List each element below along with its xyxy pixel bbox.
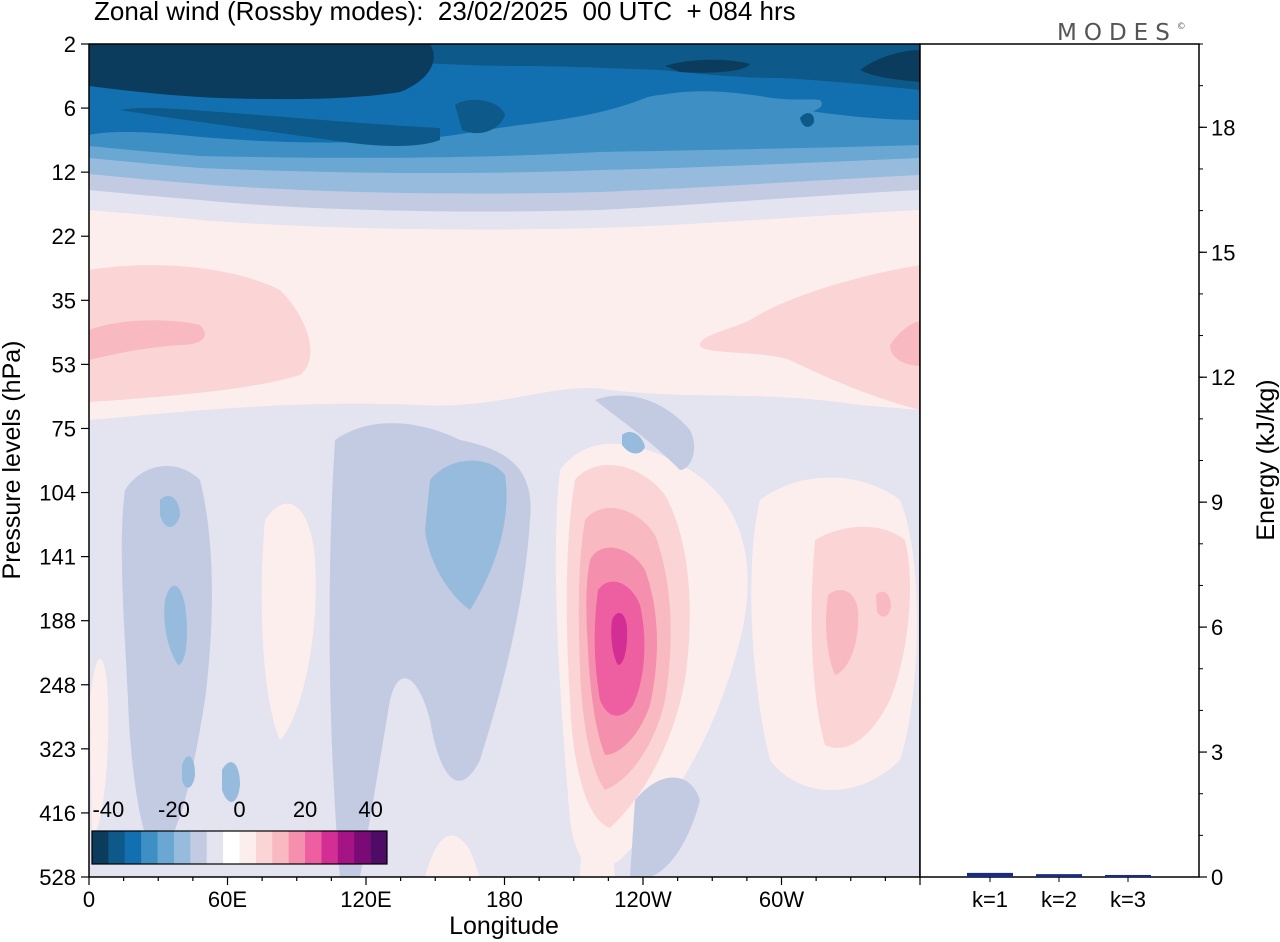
- region-westerly-band: [700, 265, 920, 410]
- region-westerly-core: [826, 590, 859, 675]
- energy-tick-label: 9: [1211, 490, 1223, 515]
- y-tick-label: 2: [64, 32, 76, 57]
- colorbar-swatch: [157, 831, 175, 864]
- core-easterly-35: [800, 113, 815, 127]
- energy-panel-frame: [919, 43, 1200, 878]
- energy-category-label: k=3: [1110, 887, 1146, 912]
- contour-field: [89, 44, 920, 877]
- core-easterly-40: [89, 44, 434, 100]
- region-easterly: [595, 395, 695, 470]
- energy-tick-label: 18: [1211, 115, 1235, 140]
- x-tick-label: 60W: [759, 887, 804, 912]
- colorbar-swatch: [255, 831, 273, 864]
- y-tick-label: 53: [52, 352, 76, 377]
- region-weak-westerly: [580, 818, 615, 877]
- colorbar-swatch: [305, 831, 322, 864]
- y-tick-label: 323: [39, 737, 76, 762]
- chart-title: Zonal wind (Rossby modes): 23/02/2025 00…: [94, 0, 796, 26]
- energy-category-label: k=2: [1041, 887, 1077, 912]
- region-easterly-core: [160, 495, 180, 528]
- x-tick-label: 120E: [340, 887, 391, 912]
- colorbar-swatch: [92, 831, 109, 864]
- y-tick-label: 188: [39, 609, 76, 634]
- x-axis: 0 60E 120E 180 120W 60W: [83, 877, 921, 912]
- colorbar-label: -40: [92, 797, 124, 822]
- colorbar-swatch: [223, 831, 240, 864]
- colorbar-frame: [91, 830, 388, 865]
- x-tick-label: 120W: [614, 887, 672, 912]
- energy-tick-label: 15: [1211, 240, 1235, 265]
- y-tick-label: 528: [39, 865, 76, 890]
- colorbar-swatch: [108, 831, 126, 864]
- energy-bar: [967, 872, 1013, 877]
- x-tick-label: 0: [83, 887, 95, 912]
- colorbar-swatch: [124, 831, 142, 864]
- region-easterly-core: [164, 585, 188, 665]
- band-easterly-25: [640, 91, 822, 117]
- core-easterly-40: [665, 59, 750, 73]
- energy-axis-label: Energy (kJ/kg): [1252, 379, 1280, 540]
- y-tick-label: 12: [52, 160, 76, 185]
- region-easterly-core: [222, 762, 240, 802]
- colorbar-swatch: [288, 831, 306, 864]
- colorbar-swatch: [370, 831, 388, 864]
- colorbar-swatch: [337, 831, 355, 864]
- y-tick-label: 75: [52, 416, 76, 441]
- region-westerly-core: [876, 591, 891, 617]
- region-westerly-patch: [811, 526, 910, 748]
- region-westerly-core: [89, 320, 205, 360]
- colorbar-swatch: [206, 831, 224, 864]
- x-tick-label: 180: [486, 887, 523, 912]
- energy-tick-label: 6: [1211, 615, 1223, 640]
- y-axis: 2 6 12 22 35 53 75 104 141 188 248 323 416 528: [39, 32, 89, 890]
- energy-tick-label: 3: [1211, 740, 1223, 765]
- region-easterly-core: [425, 460, 507, 610]
- modes-logo: MODES©: [1057, 20, 1186, 46]
- colorbar: -40 -20 0 20 40: [91, 797, 388, 865]
- colorbar-swatch: [239, 831, 257, 864]
- core-easterly-40: [860, 50, 920, 82]
- brand-text: MODES: [1057, 20, 1177, 46]
- region-westerly-core: [890, 321, 920, 366]
- region-weak-westerly: [90, 658, 109, 840]
- colorbar-label: 0: [233, 797, 245, 822]
- colorbar-label: -20: [158, 797, 190, 822]
- colorbar-swatch: [321, 831, 339, 864]
- region-weak-westerly: [261, 503, 316, 740]
- x-axis-label: Longitude: [449, 912, 559, 940]
- y-tick-label: 248: [39, 673, 76, 698]
- colorbar-swatch: [272, 831, 289, 864]
- energy-tick-label: 12: [1211, 365, 1235, 390]
- energy-bar: [1105, 874, 1151, 877]
- region-easterly-core: [182, 756, 195, 788]
- colorbar-label: 40: [358, 797, 382, 822]
- x-tick-label: 60E: [208, 887, 247, 912]
- y-tick-label: 416: [39, 801, 76, 826]
- energy-category-label: k=1: [972, 887, 1008, 912]
- region-easterly-core: [622, 432, 645, 454]
- y-tick-label: 104: [39, 481, 76, 506]
- colorbar-swatch: [141, 831, 158, 864]
- y-tick-label: 6: [64, 96, 76, 121]
- jet-contour-30: [611, 613, 628, 665]
- colorbar-swatch: [354, 831, 371, 864]
- colorbar-swatch: [190, 831, 208, 864]
- y-tick-label: 35: [52, 288, 76, 313]
- y-tick-label: 141: [39, 545, 76, 570]
- energy-bars: k=1 k=2 k=3: [967, 872, 1151, 912]
- region-weak-westerly: [425, 835, 480, 877]
- colorbar-label: 20: [293, 797, 317, 822]
- colorbar-swatch: [173, 831, 191, 864]
- y-tick-label: 22: [52, 224, 76, 249]
- energy-axis: 0 3 6 9 12 15 18: [1199, 43, 1235, 890]
- y-axis-label: Pressure levels (hPa): [0, 341, 26, 580]
- energy-tick-label: 0: [1211, 865, 1223, 890]
- energy-bar: [1036, 874, 1082, 877]
- region-easterly: [630, 777, 700, 877]
- core-easterly-35: [455, 99, 505, 134]
- band-easterly-35: [120, 107, 440, 146]
- copyright-mark: ©: [1176, 22, 1186, 32]
